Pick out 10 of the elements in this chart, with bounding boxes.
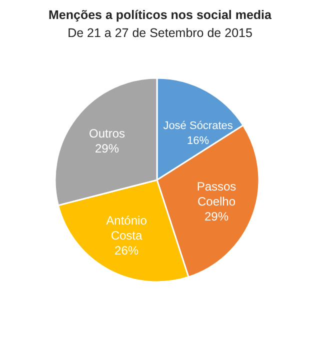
- data-label: 16%: [187, 135, 210, 148]
- slice-label: Outros: [89, 126, 126, 141]
- chart-subtitle: De 21 a 27 de Setembro de 2015: [68, 26, 252, 40]
- chart-title: Menções a políticos nos social media: [48, 8, 273, 22]
- data-label: 26%: [114, 243, 139, 258]
- data-label: 29%: [95, 142, 120, 156]
- slice-label: António Costa: [106, 213, 148, 242]
- slice-label: Passos Coelho: [196, 179, 236, 208]
- slice-label: José Sócrates: [163, 120, 234, 132]
- data-label: 29%: [204, 209, 229, 224]
